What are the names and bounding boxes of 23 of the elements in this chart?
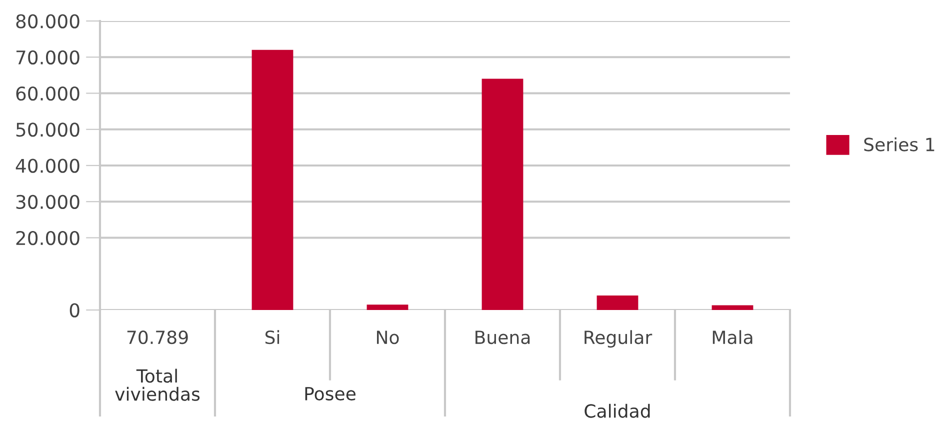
- bar: [366, 304, 408, 310]
- x-tick-label: Buena: [476, 330, 530, 344]
- legend-label: Series 1: [864, 137, 934, 152]
- y-tick-label: 20.000: [16, 230, 80, 246]
- bar: [482, 78, 524, 310]
- y-tick-label: 40.000: [16, 158, 80, 173]
- bar: [596, 296, 638, 310]
- x-tick-label: Si: [265, 330, 280, 344]
- bar: [712, 305, 754, 310]
- y-tick-label: 0: [70, 303, 80, 318]
- text: Calidad: [584, 404, 650, 418]
- x-tick-label: Mala: [712, 330, 752, 344]
- y-tick-label: 50.000: [16, 122, 80, 137]
- y-tick-label: 70.000: [16, 50, 80, 65]
- y-tick-label: 30.000: [16, 194, 80, 210]
- y-tick-label: 60.000: [16, 86, 80, 101]
- text: Posee: [305, 387, 356, 400]
- text: Total viviendas: [115, 368, 200, 401]
- y-tick-label: 80.000: [16, 14, 80, 28]
- x-tick-label: Regular: [584, 330, 652, 348]
- x-tick-label: 70.789: [127, 330, 188, 344]
- x-tick-label: No: [376, 330, 399, 344]
- bar: [252, 50, 294, 310]
